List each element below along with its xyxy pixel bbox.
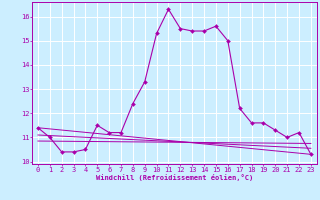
X-axis label: Windchill (Refroidissement éolien,°C): Windchill (Refroidissement éolien,°C) <box>96 174 253 181</box>
